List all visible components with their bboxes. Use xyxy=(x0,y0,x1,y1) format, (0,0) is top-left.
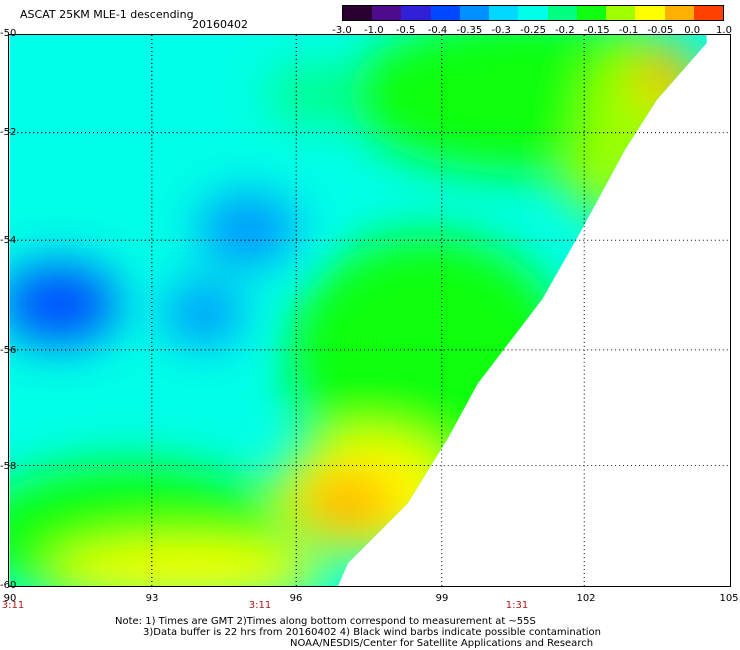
grid-lines-outside xyxy=(9,35,730,586)
lon-label: 90 xyxy=(3,593,17,604)
time-label: 3:11 xyxy=(1,600,25,611)
colorbar-label: -0.4 xyxy=(427,25,448,36)
lon-label: 96 xyxy=(289,593,303,604)
colorbar-segment xyxy=(576,6,607,20)
lat-label: -52 xyxy=(0,127,17,138)
colorbar-label: -0.35 xyxy=(456,25,483,36)
colorbar-label: -0.05 xyxy=(647,25,674,36)
colorbar-label: 1.0 xyxy=(716,25,732,36)
colorbar-segment xyxy=(635,6,665,20)
wind-field xyxy=(9,35,707,586)
colorbar-segment xyxy=(547,6,577,20)
map-title: ASCAT 25KM MLE-1 descending xyxy=(20,8,194,21)
lat-label: -58 xyxy=(0,461,17,472)
lat-label: -54 xyxy=(0,235,17,246)
colorbar-label: -0.1 xyxy=(618,25,639,36)
colorbar-segment xyxy=(664,6,694,20)
colorbar-segment xyxy=(372,6,402,20)
lat-label: -60 xyxy=(0,580,17,591)
colorbar-label: -0.3 xyxy=(491,25,511,36)
colorbar xyxy=(342,5,724,21)
time-label: 3:11 xyxy=(248,600,272,611)
lon-label: 102 xyxy=(576,593,596,604)
colorbar-label: 0.0 xyxy=(684,25,701,36)
colorbar-segment xyxy=(606,6,636,20)
colorbar-segment xyxy=(401,6,431,20)
colorbar-segment xyxy=(693,6,724,20)
colorbar-segment xyxy=(430,6,460,20)
colorbar-label: -3.0 xyxy=(332,25,352,36)
lat-label: -50 xyxy=(0,28,17,39)
colorbar-label: -0.5 xyxy=(395,25,416,36)
lon-label: 105 xyxy=(719,593,739,604)
colorbar-label: -0.2 xyxy=(555,25,575,36)
lat-label: -56 xyxy=(0,345,17,356)
note-line-2: 3)Data buffer is 22 hrs from 20160402 4)… xyxy=(143,627,601,638)
colorbar-segment xyxy=(459,6,490,20)
map-date: 20160402 xyxy=(192,18,248,31)
colorbar-label: -0.15 xyxy=(583,25,610,36)
colorbar-label: -1.0 xyxy=(364,25,384,36)
lon-label: 93 xyxy=(145,593,159,604)
lon-label: 99 xyxy=(435,593,449,604)
colorbar-labels: -3.0 -1.0 -0.5 -0.4 -0.35 -0.3 -0.25 -0.2 -0.15-… xyxy=(330,25,740,37)
note-line-3: NOAA/NESDIS/Center for Satellite Applica… xyxy=(290,638,594,649)
map-plot xyxy=(8,34,731,587)
colorbar-segment xyxy=(343,6,373,20)
colorbar-segment xyxy=(489,6,519,20)
note-line-1: Note: 1) Times are GMT 2)Times along bot… xyxy=(115,616,536,627)
colorbar-label: -0.25 xyxy=(520,25,546,36)
time-label: 1:31 xyxy=(505,600,529,611)
colorbar-segment xyxy=(518,6,548,20)
